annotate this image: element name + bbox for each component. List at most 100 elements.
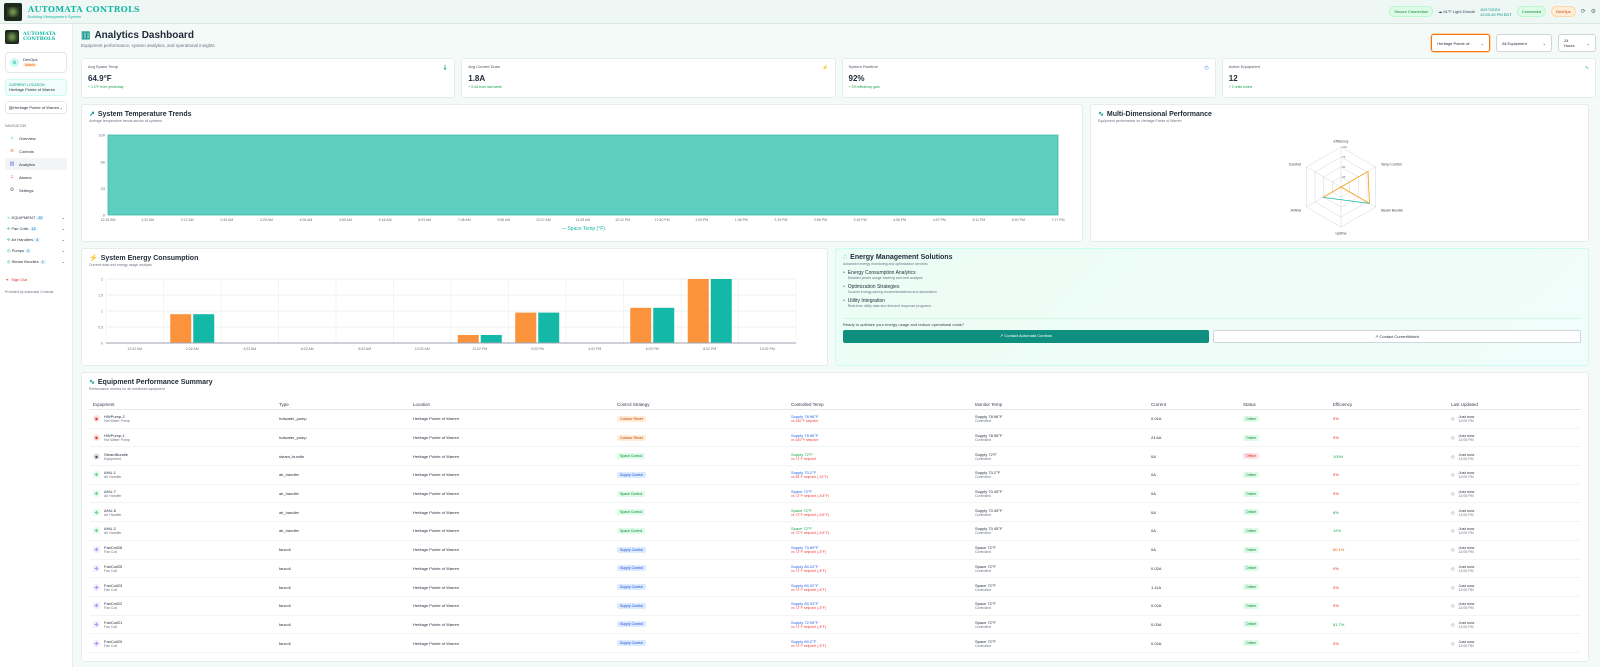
table-row[interactable]: ✣ FanCoil26 Fan Coil fancoil Heritage Pointe… [89, 540, 1581, 560]
energy-consumption-card: ⚡ System Energy Consumption Current draw … [81, 248, 828, 366]
table-cell: fancoil [275, 615, 409, 635]
column-header[interactable]: Type [275, 400, 409, 410]
table-cell: Supply 70.45°F Controlled [971, 502, 1147, 523]
column-header[interactable]: Location [409, 400, 613, 410]
table-row[interactable]: ◉ HWPump-2 Hot Water Pump hotwater_pump Heri… [89, 409, 1581, 429]
table-cell: Heritage Pointe of Warren [409, 465, 613, 485]
user-card[interactable]: ⊙ DevOps Admin [5, 52, 67, 73]
clock-icon: ◷ [1451, 453, 1455, 459]
table-cell: Online [1239, 559, 1329, 579]
chevron-down-icon: ⌄ [59, 105, 63, 110]
x-tick-label: 6:03 AM [418, 218, 431, 222]
status-badge: Online [1243, 546, 1260, 553]
nav-alarms[interactable]: ♫ Alarms [10, 174, 32, 180]
wind-icon: ✣ [7, 237, 11, 242]
column-header[interactable]: Controlled Temp [787, 400, 971, 410]
table-cell: Supply Control [613, 596, 787, 616]
kpi-system-runtime: System Runtime 92% + 3% efficiency gain ◷ [841, 58, 1216, 98]
equipment-pumps[interactable]: ◎ Pumps 2 ⌄ [7, 248, 65, 253]
legend-item: — Space Temp (°F) [561, 226, 605, 232]
logout-icon: ⇥ [5, 277, 9, 282]
bar [515, 312, 537, 343]
building-icon: ▤ [9, 105, 13, 110]
equipment-filter[interactable]: All Equipment ⌄ [1496, 34, 1552, 52]
location-filter[interactable]: Heritage Pointe of... ⌄ [1431, 34, 1490, 52]
table-cell: Supply Control [613, 540, 787, 560]
table-row[interactable]: ◉ SteamBundle Equipment steam_bundle Heritag… [89, 446, 1581, 467]
nav-settings[interactable]: ⚙ Settings [9, 187, 34, 193]
table-cell: 81.7% [1329, 615, 1447, 635]
x-tick-label: 7:46 AM [458, 218, 471, 222]
clock-icon: ◷ [1451, 528, 1455, 534]
nav-analytics[interactable]: ▥ Analytics [5, 158, 67, 170]
table-row[interactable]: ✣ FanCoil21 Fan Coil fancoil Heritage Pointe… [89, 615, 1581, 635]
table-cell: ◷ Just now 12:00 PM [1447, 502, 1581, 523]
x-tick-label: 3:29 AM [260, 218, 273, 222]
table-cell: 0% [1329, 428, 1447, 448]
table-row[interactable]: ◉ HWPump-1 Hot Water Pump hotwater_pump Heri… [89, 428, 1581, 448]
refresh-icon[interactable]: ⟳ [1580, 9, 1586, 15]
x-tick-label: 1:09 PM [695, 218, 708, 222]
clock-icon: ◷ [1204, 65, 1209, 71]
column-header[interactable]: Efficiency [1329, 400, 1447, 410]
x-tick-label: 3:18 PM [854, 218, 867, 222]
equipment-fan-coils[interactable]: ✣ Fan Coils 13 ⌄ [7, 226, 65, 231]
activity-icon: ∿ [7, 215, 11, 220]
equipment-section[interactable]: ∿ EQUIPMENT 22 ⌄ [7, 215, 65, 220]
table-cell: 0A [1147, 540, 1239, 560]
table-cell: Supply 80.22°F vs 72°F setpoint (-8°F) [787, 559, 971, 579]
table-cell: 0% [1329, 577, 1447, 597]
status-badge: Online [1243, 490, 1260, 497]
nav-overview[interactable]: ⌂ Overview [10, 135, 36, 141]
column-header[interactable]: Last Updated [1447, 400, 1581, 410]
equipment-steam-bundles[interactable]: ◎ Steam Bundles 1 ⌄ [7, 259, 65, 264]
table-cell: 0.02A [1147, 559, 1239, 579]
radar-axis-label: Airflow [1291, 209, 1302, 213]
radar-axis-label: Steam Bundle [1381, 209, 1403, 213]
table-row[interactable]: ✣ AHU-2 Air Handler air_handler Heritage Poi… [89, 521, 1581, 541]
table-row[interactable]: ✣ FanCoil25 Fan Coil fancoil Heritage Pointe… [89, 559, 1581, 579]
location-select[interactable]: ▤ Heritage Pointe of Warren ⌄ [5, 101, 67, 114]
contact-currentwatch-button[interactable]: ↗ Contact CurrentWatch [1213, 330, 1581, 343]
bar [710, 279, 732, 343]
sign-out-button[interactable]: ⇥ Sign Out [5, 277, 27, 282]
table-cell: Heritage Pointe of Warren [409, 596, 613, 616]
table-cell: Space 72°F Controlled [971, 559, 1147, 579]
table-cell: Space 72°F vs 72°F setpoint (-8.8°F) [787, 502, 971, 523]
nav-controls[interactable]: ≋ Controls [9, 148, 34, 154]
equipment-air-handlers[interactable]: ✣ Air Handlers 4 ⌄ [7, 237, 65, 242]
bar [687, 279, 709, 343]
user-role: Admin [23, 63, 37, 67]
contact-automata-button[interactable]: ↗ Contact Automata Controls [843, 330, 1209, 343]
column-header[interactable]: Current [1147, 400, 1239, 410]
table-cell: Heritage Pointe of Warren [409, 633, 613, 653]
radar-tick-label: 100 [1342, 145, 1347, 149]
time-range-filter[interactable]: 24 Hours ⌄ [1558, 34, 1596, 52]
table-row[interactable]: ✣ FanCoil20 Fan Coil fancoil Heritage Pointe… [89, 633, 1581, 653]
column-header[interactable]: Status [1239, 400, 1329, 410]
external-link-icon: ↗ [1375, 334, 1380, 339]
table-cell: Heritage Pointe of Warren [409, 559, 613, 579]
settings-icon[interactable]: ⚙ [1590, 9, 1596, 15]
bar [480, 335, 502, 343]
status-badge: Online [1243, 415, 1260, 422]
status-badge: Online [1243, 584, 1260, 591]
table-row[interactable]: ✣ FanCoil22 Fan Coil fancoil Heritage Pointe… [89, 596, 1581, 616]
column-header[interactable]: Equipment [89, 400, 275, 410]
table-cell: Online [1239, 502, 1329, 523]
em-item-analytics: • Energy Consumption Analytics Detailed po… [843, 270, 923, 280]
table-row[interactable]: ✣ AHU-7 Air Handler air_handler Heritage Poi… [89, 484, 1581, 504]
radar-chart: 100 75 50 25 Efficiency Temp Control Steam Bun… [1289, 140, 1403, 236]
table-cell: air_handler [275, 484, 409, 504]
table-row[interactable]: ✣ AHU-6 Air Handler air_handler Heritage Poi… [89, 502, 1581, 523]
x-tick-label: 2:19 PM [774, 218, 787, 222]
table-cell: Supply 70.45°F Controlled [971, 484, 1147, 504]
table-row[interactable]: ✣ AHU-1 Air Handler air_handler Heritage Poi… [89, 465, 1581, 485]
table-cell: Online [1239, 577, 1329, 597]
column-header[interactable]: Monitor Temp [971, 400, 1147, 410]
table-row[interactable]: ✣ FanCoil23 Fan Coil fancoil Heritage Pointe… [89, 577, 1581, 597]
table-cell: 0% [1329, 465, 1447, 485]
column-header[interactable]: Control Strategy [613, 400, 787, 410]
bar [538, 312, 560, 343]
radar-series-b [1322, 197, 1370, 204]
